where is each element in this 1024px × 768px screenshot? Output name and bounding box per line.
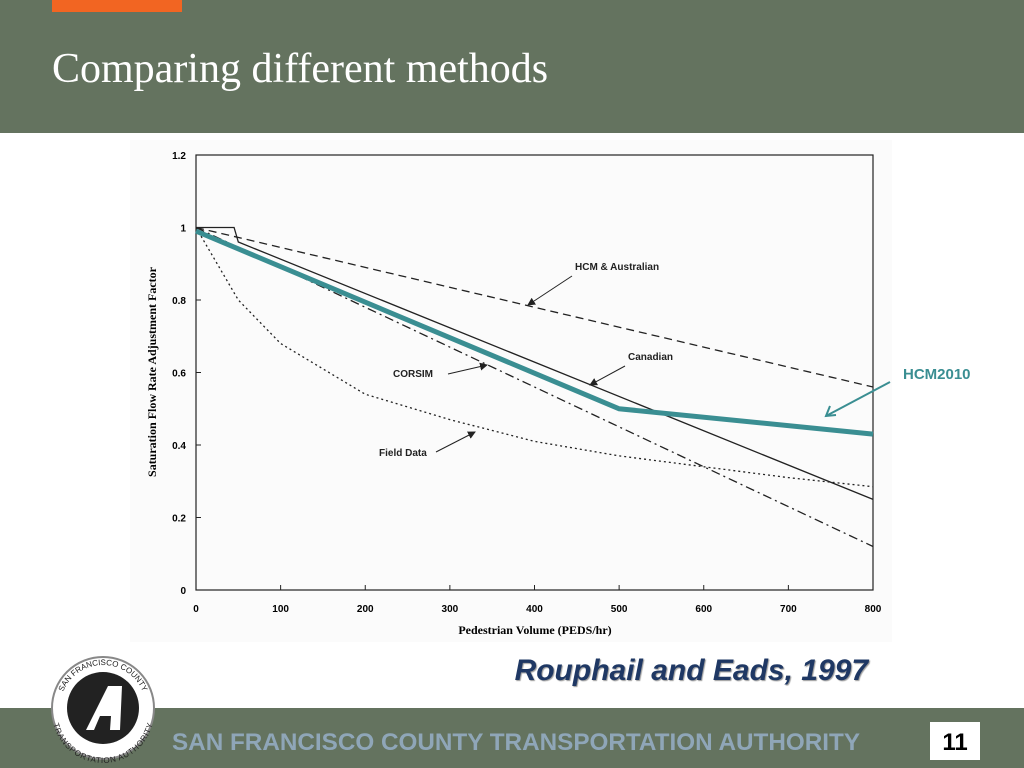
x-tick-label: 100 bbox=[272, 604, 289, 615]
x-axis-label: Pedestrian Volume (PEDS/hr) bbox=[458, 623, 611, 637]
y-axis-label: Saturation Flow Rate Adjustment Factor bbox=[145, 266, 159, 477]
series-line bbox=[195, 226, 874, 388]
y-tick-label: 1.2 bbox=[172, 151, 186, 162]
logo-mark bbox=[86, 686, 122, 730]
series-line bbox=[195, 226, 874, 548]
series-label: CORSIM bbox=[393, 369, 433, 380]
series-label: HCM & Australian bbox=[575, 262, 659, 273]
series-line bbox=[195, 227, 874, 488]
label-arrow bbox=[527, 275, 573, 306]
y-tick-label: 1 bbox=[180, 224, 186, 235]
page-number: 11 bbox=[942, 729, 967, 756]
logo: SAN FRANCISCO COUNTY TRANSPORTATION AUTH… bbox=[51, 656, 155, 765]
x-tick-label: 500 bbox=[611, 604, 628, 615]
label-arrow bbox=[435, 431, 476, 453]
label-arrow bbox=[825, 381, 891, 417]
y-tick-label: 0.6 bbox=[172, 369, 186, 380]
label-arrow bbox=[447, 362, 488, 375]
page-number-box bbox=[930, 722, 980, 760]
x-tick-label: 200 bbox=[357, 604, 374, 615]
slide-title: Comparing different methods bbox=[52, 46, 548, 92]
label-arrowhead bbox=[824, 405, 837, 418]
citation: Rouphail and Eads, 1997 bbox=[515, 654, 870, 687]
y-tick-label: 0.4 bbox=[172, 441, 186, 452]
header-band bbox=[0, 0, 1024, 133]
series-label: Canadian bbox=[628, 352, 673, 363]
chart-area bbox=[130, 140, 892, 642]
footer-text: SAN FRANCISCO COUNTY TRANSPORTATION AUTH… bbox=[172, 729, 860, 756]
series-line bbox=[196, 226, 874, 500]
footer-band bbox=[0, 708, 1024, 768]
x-tick-label: 300 bbox=[442, 604, 459, 615]
x-tick-label: 0 bbox=[193, 604, 199, 615]
series-label: Field Data bbox=[379, 448, 427, 459]
x-tick-label: 800 bbox=[865, 604, 882, 615]
y-tick-label: 0.8 bbox=[172, 296, 186, 307]
y-tick-label: 0.2 bbox=[172, 514, 186, 525]
y-tick-label: 0 bbox=[180, 586, 186, 597]
series-label: HCM2010 bbox=[903, 366, 971, 383]
label-arrow bbox=[589, 365, 626, 386]
series-line bbox=[195, 228, 874, 437]
x-tick-label: 400 bbox=[526, 604, 543, 615]
x-tick-label: 600 bbox=[695, 604, 712, 615]
accent-bar bbox=[52, 0, 182, 12]
x-tick-label: 700 bbox=[780, 604, 797, 615]
